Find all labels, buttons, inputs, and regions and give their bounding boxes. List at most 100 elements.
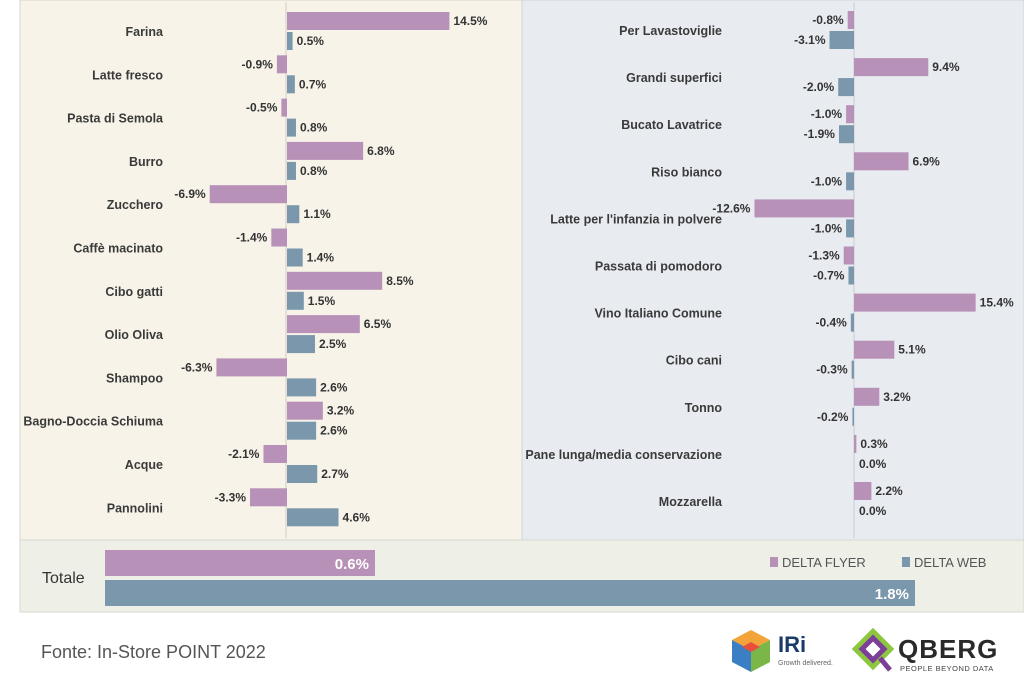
left-category-label: Shampoo [106, 371, 163, 385]
left-flyer-value-label: -3.3% [215, 490, 247, 504]
left-flyer-value-label: 6.5% [364, 317, 392, 331]
right-web-value-label: -3.1% [794, 33, 826, 47]
left-web-bar [287, 248, 303, 267]
right-flyer-value-label: 15.4% [980, 296, 1014, 310]
left-flyer-bar [276, 55, 287, 74]
legend-flyer-swatch [770, 557, 778, 567]
right-flyer-value-label: -1.0% [811, 107, 843, 121]
right-flyer-value-label: -0.8% [812, 13, 844, 27]
delta-chart: Farina 14.5% 0.5% Latte fresco -0.9% 0.7% Past… [19, 0, 1024, 613]
left-web-bar [287, 118, 296, 137]
right-flyer-value-label: -12.6% [712, 201, 750, 215]
left-web-value-label: 2.6% [320, 380, 348, 394]
right-flyer-bar [854, 482, 872, 500]
left-web-bar [287, 291, 304, 310]
right-flyer-bar [843, 246, 854, 265]
right-flyer-bar [854, 58, 929, 77]
right-flyer-bar [854, 152, 909, 171]
left-flyer-value-label: -0.9% [242, 57, 274, 71]
right-flyer-bar [846, 105, 854, 124]
left-category-label: Pannolini [107, 501, 163, 515]
right-web-value-label: -1.0% [811, 221, 843, 235]
left-web-value-label: 0.8% [300, 164, 328, 178]
legend: DELTA FLYER DELTA WEB [770, 555, 986, 570]
right-flyer-value-label: 6.9% [913, 154, 941, 168]
right-web-value-label: -0.2% [817, 410, 849, 424]
left-web-value-label: 0.8% [300, 121, 328, 135]
left-flyer-bar [287, 12, 450, 30]
total-category-label: Totale [42, 570, 85, 587]
iri-tagline: Growth delivered. [778, 660, 833, 667]
left-web-bar [287, 465, 318, 483]
qberg-wordmark: QBERG [898, 634, 999, 664]
right-flyer-value-label: 5.1% [898, 343, 926, 357]
left-category-label: Latte fresco [92, 68, 163, 82]
left-web-value-label: 2.7% [321, 467, 349, 481]
left-flyer-value-label: -6.9% [174, 187, 206, 201]
right-category-label: Passata di pomodoro [595, 260, 722, 274]
total-web-bar [105, 580, 915, 606]
left-web-value-label: 1.4% [307, 251, 335, 265]
left-web-value-label: 4.6% [343, 510, 371, 524]
right-category-label: Vino Italiano Comune [594, 307, 722, 321]
iri-cube-icon [732, 630, 770, 672]
right-category-label: Cibo cani [666, 354, 722, 368]
left-flyer-value-label: 6.8% [367, 144, 395, 158]
left-category-label: Bagno-Doccia Schiuma [23, 415, 164, 429]
left-category-label: Burro [129, 155, 163, 169]
iri-wordmark: IRi [778, 632, 807, 657]
right-web-value-label: -1.9% [804, 127, 836, 141]
left-web-bar [287, 75, 295, 94]
right-panel-bg [521, 0, 1024, 541]
left-web-bar [287, 421, 317, 440]
qberg-diamond-icon [852, 628, 894, 672]
right-web-value-label: 0.0% [859, 504, 887, 518]
qberg-tagline: PEOPLE BEYOND DATA [900, 664, 994, 673]
right-web-value-label: -2.0% [803, 80, 835, 94]
left-category-label: Zucchero [107, 198, 164, 212]
right-flyer-bar [847, 11, 854, 29]
left-category-label: Caffè macinato [73, 242, 163, 256]
right-category-label: Pane lunga/media conservazione [525, 448, 722, 462]
left-web-bar [287, 335, 315, 354]
left-flyer-bar [216, 358, 287, 377]
left-flyer-bar [287, 315, 360, 334]
left-flyer-value-label: 8.5% [386, 274, 414, 288]
left-category-label: Farina [125, 25, 164, 39]
right-flyer-value-label: 0.3% [860, 437, 888, 451]
right-flyer-value-label: 9.4% [932, 60, 960, 74]
left-flyer-bar [250, 488, 287, 507]
left-flyer-bar [287, 141, 364, 160]
right-web-bar [850, 313, 854, 332]
left-web-bar [287, 205, 300, 224]
left-web-bar [287, 161, 296, 180]
left-flyer-bar [263, 445, 287, 463]
left-web-bar [287, 32, 293, 50]
left-flyer-value-label: 14.5% [453, 14, 487, 28]
left-flyer-bar [287, 271, 383, 290]
total-flyer-bar [105, 550, 375, 576]
total-chart: Totale 0.6% 1.8% [42, 550, 915, 606]
left-web-value-label: 0.5% [297, 34, 325, 48]
right-web-bar [852, 407, 854, 426]
right-web-bar [851, 360, 854, 379]
left-category-label: Olio Oliva [105, 328, 164, 342]
right-web-value-label: -1.0% [811, 174, 843, 188]
right-flyer-bar [854, 293, 976, 312]
right-flyer-value-label: 2.2% [875, 484, 903, 498]
right-flyer-bar [854, 387, 880, 406]
left-web-bar [287, 508, 339, 527]
right-flyer-bar [854, 434, 857, 453]
legend-web-swatch [902, 557, 910, 567]
left-category-label: Cibo gatti [105, 285, 163, 299]
left-web-bar [287, 378, 317, 397]
left-web-value-label: 1.5% [308, 294, 336, 308]
right-web-value-label: 0.0% [859, 457, 887, 471]
right-chart: Per Lavastoviglie -0.8% -3.1% Grandi superf… [525, 11, 1014, 518]
left-flyer-value-label: -1.4% [236, 231, 268, 245]
left-flyer-bar [271, 228, 287, 247]
left-flyer-value-label: -6.3% [181, 360, 213, 374]
legend-web-label: DELTA WEB [914, 555, 986, 570]
legend-flyer-label: DELTA FLYER [782, 555, 866, 570]
total-web-value-label: 1.8% [875, 586, 909, 603]
